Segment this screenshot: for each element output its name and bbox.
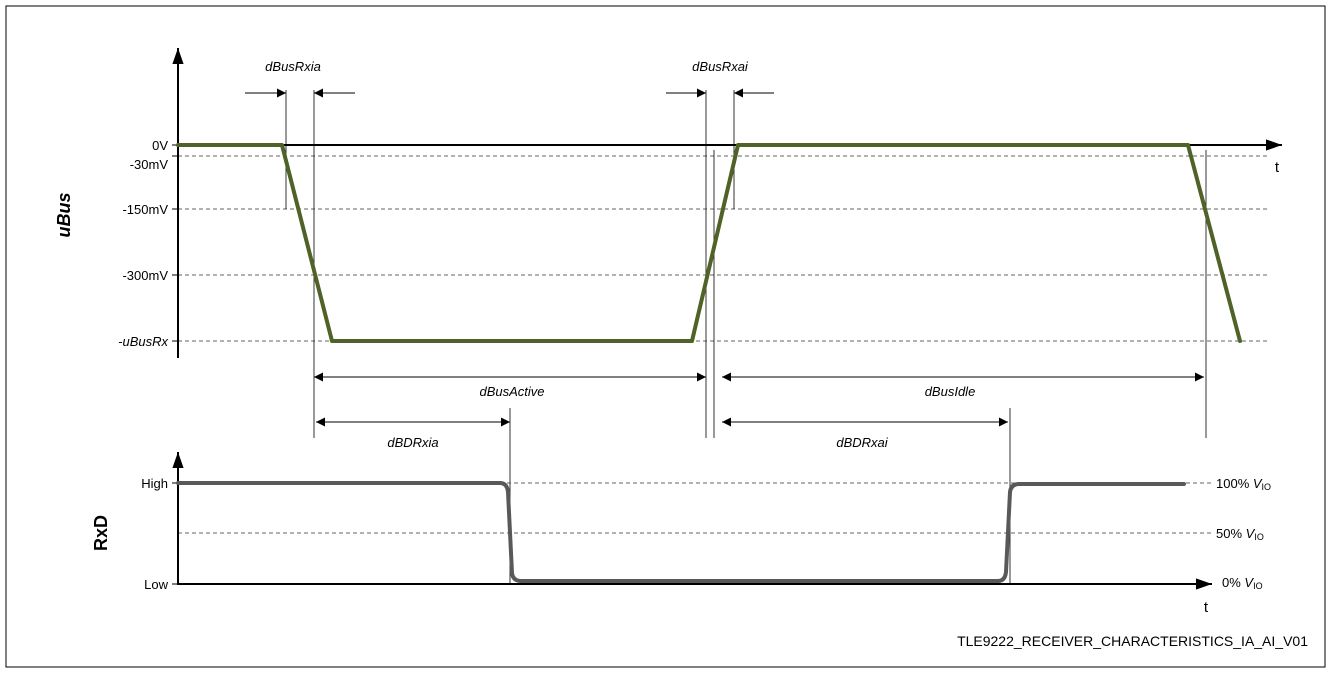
ubus-signal (176, 143, 1242, 343)
dbdrxai-label: dBDRxai (836, 435, 888, 450)
level-label-high: High (141, 476, 168, 491)
ubus-time-label: t (1275, 159, 1280, 176)
level-label-minus-30mv: -30mV (130, 157, 169, 172)
level-label-minus-150mv: -150mV (122, 202, 168, 217)
label-50-vio: 50% VIO (1216, 526, 1264, 542)
level-label-low: Low (144, 577, 168, 592)
label-100-vio: 100% VIO (1216, 476, 1271, 492)
rxd-chart: dBDRxia dBDRxai High Low 100% VIO 50% VI… (91, 408, 1271, 616)
ubus-axis-title: uBus (54, 193, 74, 238)
rxd-axis-title: RxD (91, 515, 111, 551)
level-label-minus-ubusrx: -uBusRx (118, 334, 168, 349)
label-0-vio: 0% VIO (1222, 575, 1263, 591)
rxd-signal (176, 481, 1186, 583)
level-label-0v: 0V (152, 138, 168, 153)
ubus-chart: 0V -30mV -150mV -300mV -uBusRx uBus t dB… (54, 48, 1282, 438)
dbusidle-label: dBusIdle (925, 384, 976, 399)
dbusrxia-label: dBusRxia (265, 59, 321, 74)
figure-id: TLE9222_RECEIVER_CHARACTERISTICS_IA_AI_V… (957, 633, 1308, 649)
dbusrxai-label: dBusRxai (692, 59, 749, 74)
dbdrxia-label: dBDRxia (387, 435, 438, 450)
rxd-time-label: t (1204, 599, 1209, 616)
figure-border (5, 5, 1326, 668)
level-label-minus-300mv: -300mV (122, 268, 168, 283)
dbusactive-label: dBusActive (479, 384, 544, 399)
